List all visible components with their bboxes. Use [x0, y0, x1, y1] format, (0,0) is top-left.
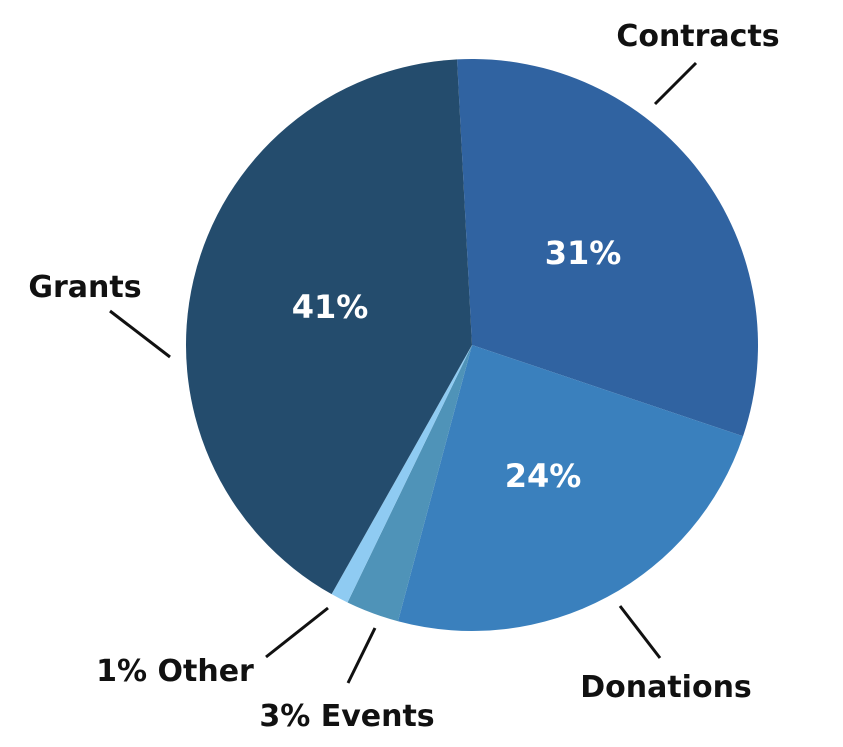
pie-slice-grants	[185, 59, 472, 595]
pie-slice-donations	[397, 345, 744, 631]
donations-leader-line	[618, 605, 662, 659]
pie-slice-events	[347, 345, 472, 622]
events-label: 3% Events	[259, 699, 434, 734]
contracts-leader-line	[653, 61, 698, 106]
grants-leader-line	[109, 309, 171, 359]
events-leader-line	[346, 627, 377, 684]
grants-percent: 41%	[292, 288, 369, 326]
contracts-percent: 31%	[545, 234, 622, 272]
pie-slices	[185, 58, 758, 631]
other-leader-line	[265, 606, 329, 659]
donations-percent: 24%	[505, 457, 582, 495]
other-label: 1% Other	[96, 654, 254, 689]
donations-label: Donations	[580, 670, 752, 705]
grants-label: Grants	[28, 270, 141, 305]
pie-slice-other	[331, 345, 472, 603]
pie-slice-contracts	[457, 58, 758, 437]
contracts-label: Contracts	[616, 19, 779, 54]
